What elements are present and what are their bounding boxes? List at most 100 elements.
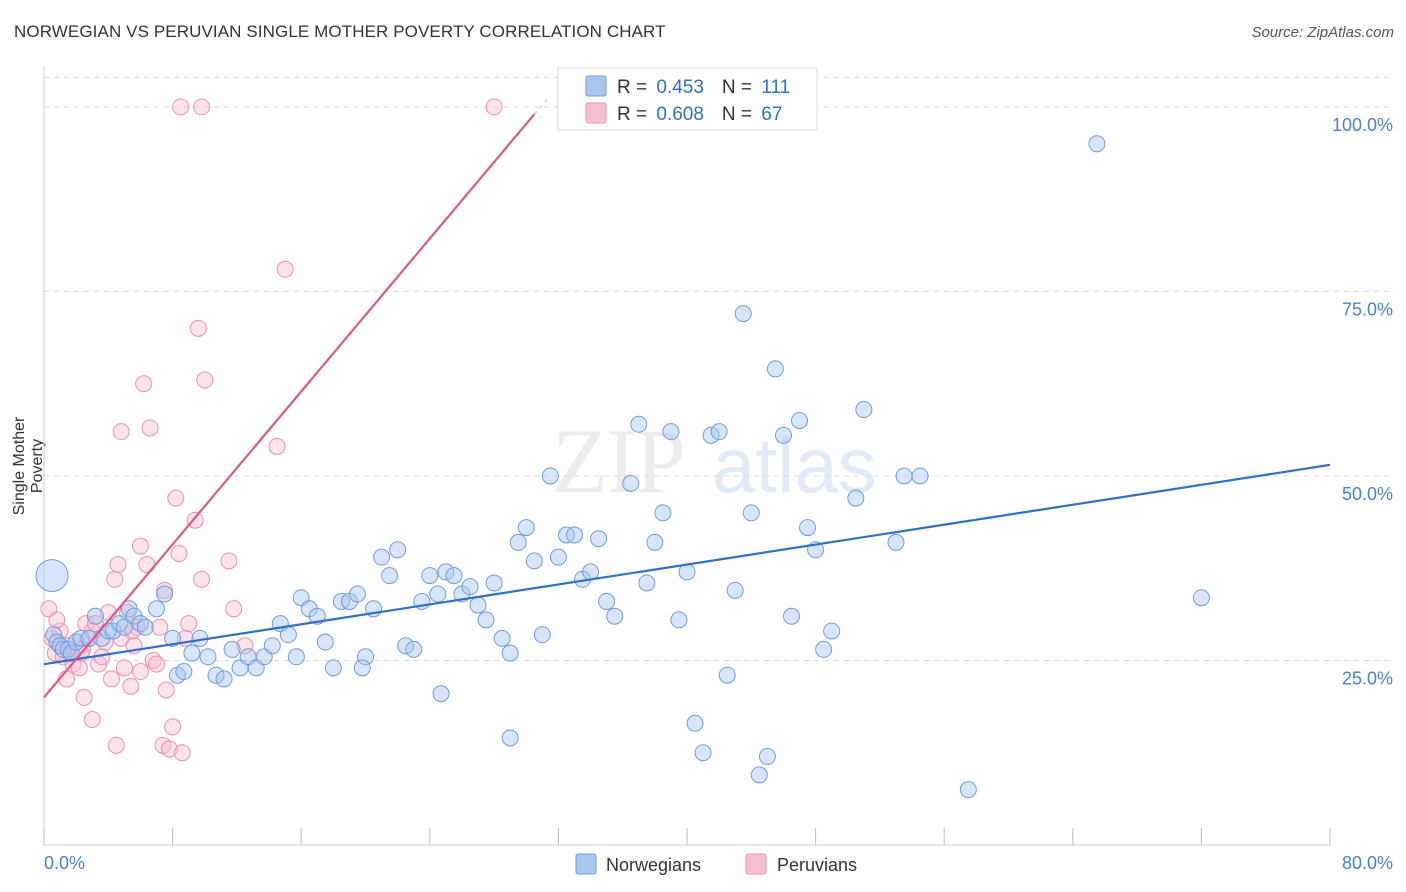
norwegian-point xyxy=(316,633,334,651)
norwegian-point xyxy=(175,663,193,681)
peruvian-point xyxy=(109,556,127,574)
y-tick-label: 100.0% xyxy=(1332,115,1393,135)
peruvian-point xyxy=(157,681,175,699)
peruvian-point xyxy=(107,736,125,754)
peruvian-point xyxy=(48,611,66,629)
chart-source: Source: ZipAtlas.com xyxy=(1251,24,1394,41)
norwegian-point xyxy=(115,618,133,636)
norwegian-point xyxy=(348,585,366,603)
norwegian-point xyxy=(774,426,792,444)
norwegian-point xyxy=(646,533,664,551)
norwegian-point xyxy=(35,559,69,593)
norwegian-point xyxy=(397,637,415,655)
norwegian-point xyxy=(654,504,672,522)
legend-r-value-peruvians: 0.608 xyxy=(656,104,704,125)
norwegian-point xyxy=(405,640,423,658)
norwegian-point xyxy=(263,637,281,655)
norwegian-point xyxy=(911,467,929,485)
norwegian-point xyxy=(782,607,800,625)
legend-r-value-norwegians: 0.453 xyxy=(656,77,704,98)
peruvian-point xyxy=(180,615,198,633)
norwegian-point xyxy=(501,729,519,747)
norwegian-point xyxy=(533,626,551,644)
peruvian-point xyxy=(186,511,204,529)
norwegian-point xyxy=(959,781,977,799)
watermark-atlas: atlas xyxy=(712,421,877,509)
norwegian-point xyxy=(815,640,833,658)
norwegian-point xyxy=(183,644,201,662)
legend-n-label-norwegians: N = xyxy=(722,77,757,98)
norwegian-point xyxy=(80,629,98,647)
peruvian-trend-line xyxy=(43,113,536,699)
norwegian-point xyxy=(199,648,217,666)
norwegian-point xyxy=(215,670,233,688)
norwegian-point xyxy=(485,574,503,592)
norwegian-point xyxy=(54,640,72,658)
norwegian-point xyxy=(758,747,776,765)
peruvian-point xyxy=(112,423,130,441)
norwegian-point xyxy=(501,644,519,662)
peruvian-point xyxy=(106,570,124,588)
norwegian-point xyxy=(389,541,407,559)
norwegian-point xyxy=(421,567,439,585)
norwegian-point xyxy=(477,611,495,629)
peruvian-point xyxy=(141,419,159,437)
watermark-zip: ZIP xyxy=(552,410,684,512)
peruvian-point xyxy=(115,659,133,677)
peruvian-point xyxy=(268,437,286,455)
norwegian-point xyxy=(381,567,399,585)
gridlines xyxy=(44,76,1392,661)
peruvian-point xyxy=(193,570,211,588)
peruvian-point xyxy=(75,688,93,706)
x-tick-labels: 0.0% 80.0% xyxy=(44,853,1393,873)
peruvian-point xyxy=(196,371,214,389)
peruvian-point xyxy=(167,489,185,507)
bottom-legend-label-peruvians: Peruvians xyxy=(777,855,857,875)
norwegian-point xyxy=(287,648,305,666)
norwegian-point xyxy=(742,504,760,522)
peruvian-point xyxy=(172,98,190,116)
norwegian-point xyxy=(590,530,608,548)
peruvian-point xyxy=(135,375,153,393)
norwegian-point xyxy=(718,666,736,684)
norwegian-point xyxy=(686,714,704,732)
peruvian-point xyxy=(276,260,294,278)
axes xyxy=(43,66,1330,846)
norwegian-point xyxy=(662,423,680,441)
norwegian-point xyxy=(855,401,873,419)
norwegian-point xyxy=(509,533,527,551)
norwegian-point xyxy=(750,766,768,784)
x-tick-label-min: 0.0% xyxy=(44,853,85,873)
peruvian-point xyxy=(138,556,156,574)
y-tick-label: 75.0% xyxy=(1342,299,1393,319)
norwegian-point xyxy=(373,548,391,566)
norwegian-point xyxy=(630,415,648,433)
legend-swatch-norwegians xyxy=(585,75,607,97)
norwegian-point xyxy=(493,629,511,647)
peruvian-point xyxy=(189,319,207,337)
norwegian-point xyxy=(1192,589,1210,607)
legend-r-label-peruvians: R = xyxy=(617,104,652,125)
norwegian-point xyxy=(1088,135,1106,153)
peruvian-point xyxy=(103,670,121,688)
peruvian-point xyxy=(148,655,166,673)
norwegian-point xyxy=(565,526,583,544)
y-tick-label: 50.0% xyxy=(1342,484,1393,504)
x-ticks xyxy=(43,828,1331,845)
peruvian-point xyxy=(122,677,140,695)
norwegian-point xyxy=(432,685,450,703)
peruvian-point xyxy=(83,711,101,729)
peruvian-point xyxy=(193,98,211,116)
norwegian-point xyxy=(517,519,535,537)
norwegian-point xyxy=(702,426,720,444)
peruvian-point xyxy=(86,615,104,633)
y-tick-label: 25.0% xyxy=(1342,668,1393,688)
bottom-legend-swatch-peruvians xyxy=(745,853,767,875)
norwegian-point xyxy=(429,585,447,603)
norwegian-point xyxy=(156,585,174,603)
norwegian-point xyxy=(726,581,744,599)
peruvian-point xyxy=(156,581,174,599)
norwegian-point xyxy=(549,548,567,566)
